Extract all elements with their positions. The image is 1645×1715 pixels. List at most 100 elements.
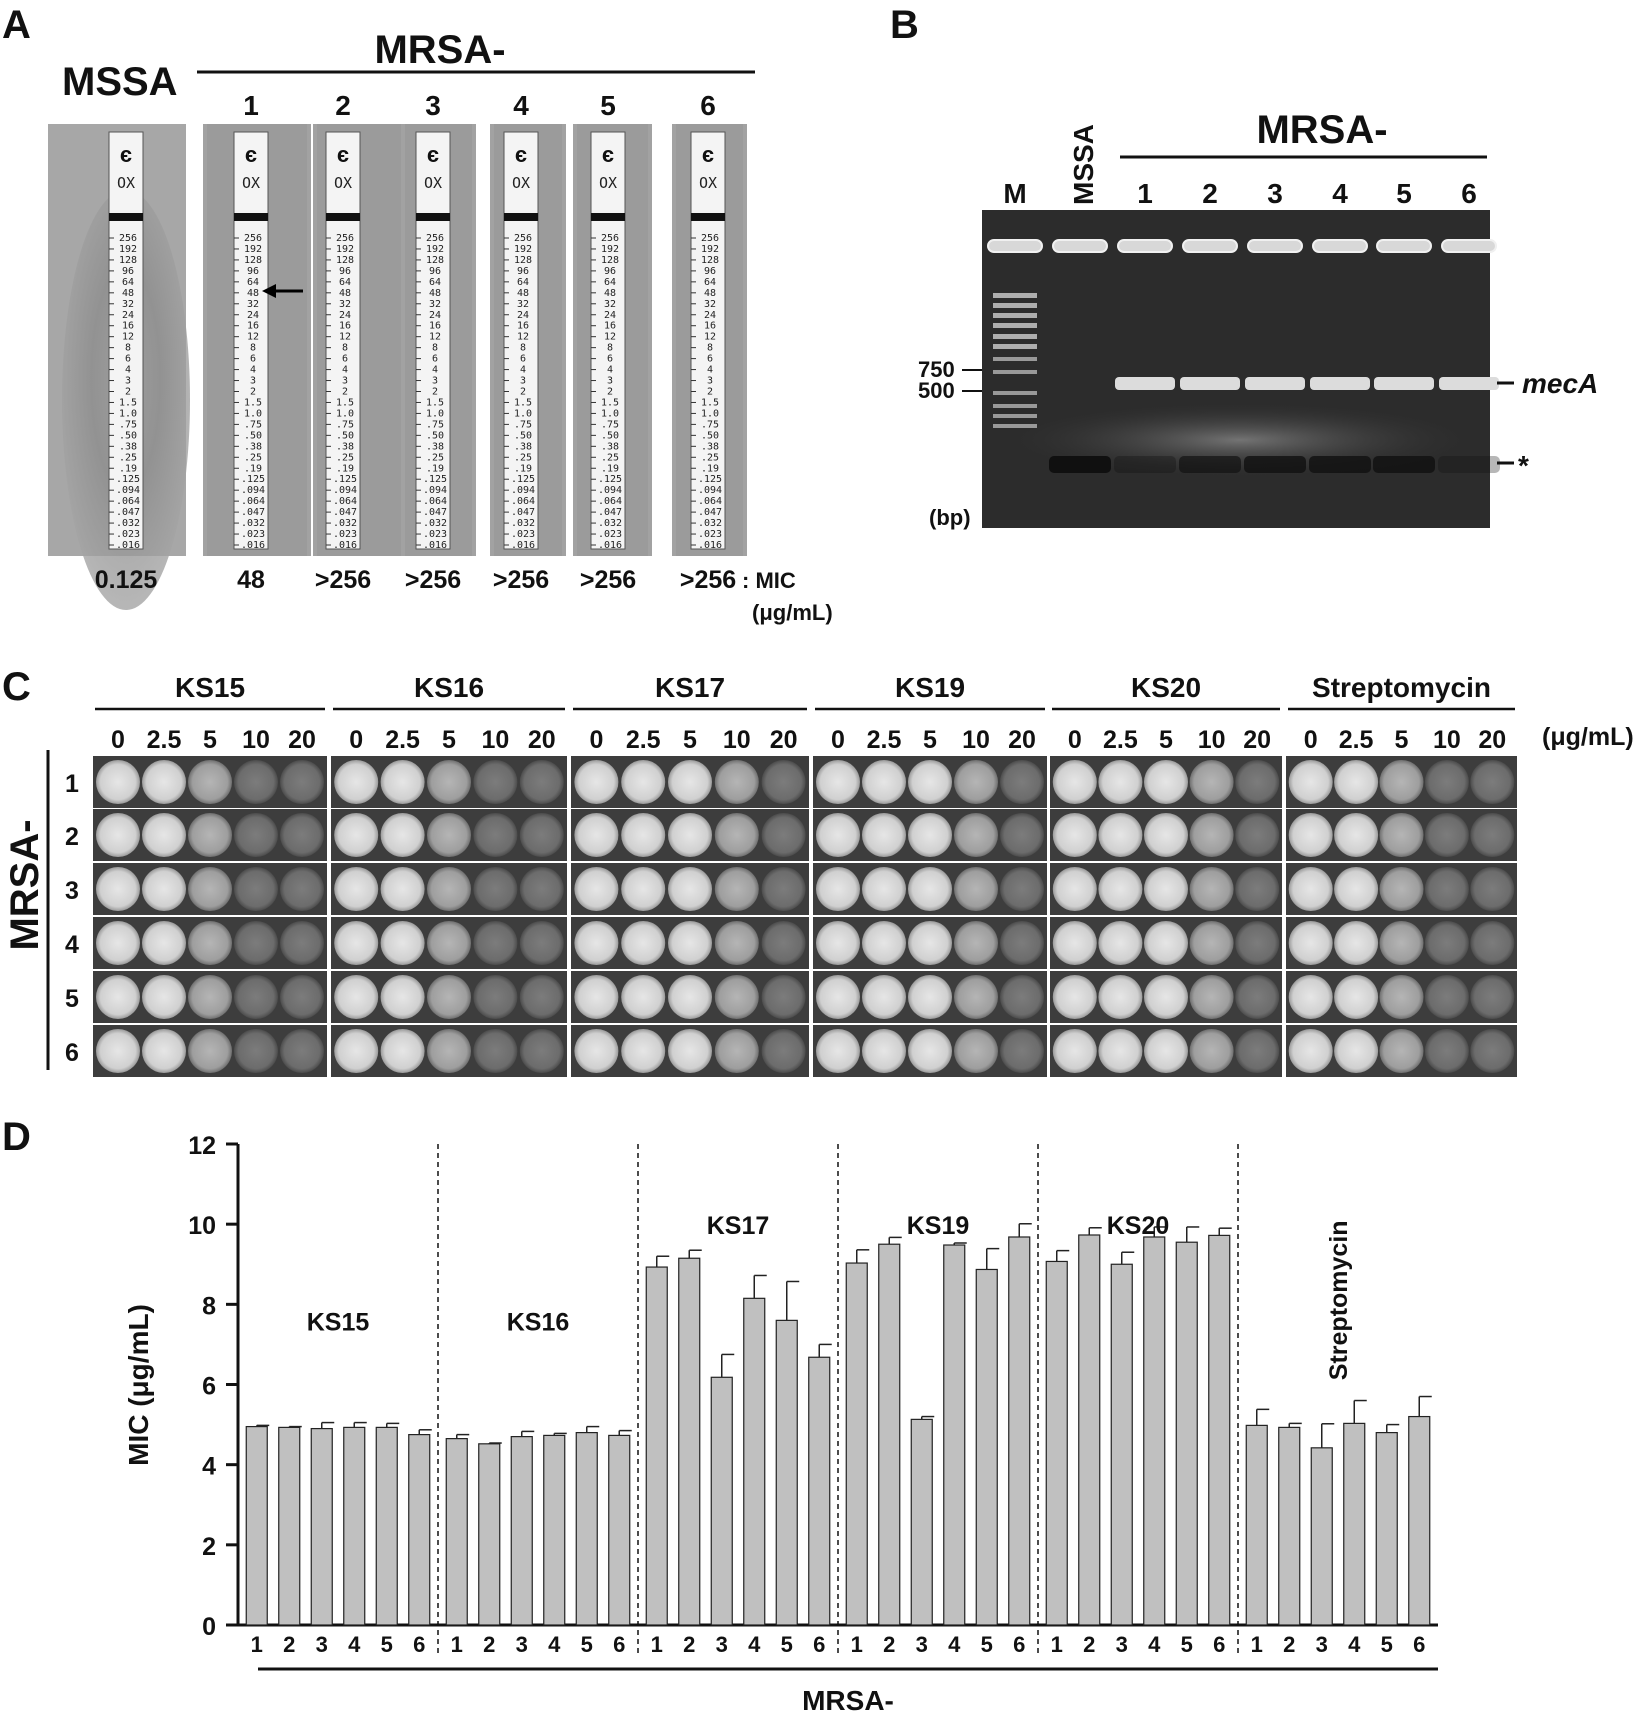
well: [714, 813, 759, 857]
compound-header-KS20: KS20: [1131, 672, 1201, 703]
mic-value-0: 0.125: [95, 566, 158, 594]
ladder-band: [993, 313, 1037, 318]
strain-number-3: 3: [425, 90, 441, 121]
strip-scale-24: 24: [704, 310, 716, 321]
strip-scale-.047: .047: [116, 507, 140, 518]
bp-label: (bp): [929, 505, 971, 530]
strip-scale-.75: .75: [119, 419, 137, 430]
well: [234, 813, 278, 857]
row-number-1: 1: [65, 770, 79, 798]
concentration-5: 5: [683, 726, 697, 754]
strip-scale-4: 4: [125, 365, 131, 376]
well: [1470, 760, 1515, 804]
strip-body: [690, 131, 726, 550]
strip-scale-16: 16: [122, 321, 134, 332]
strip-scale-24: 24: [122, 310, 134, 321]
well: [761, 1029, 806, 1073]
well: [761, 975, 806, 1019]
group-label-KS15: KS15: [307, 1308, 370, 1336]
concentration-2.5: 2.5: [147, 726, 182, 754]
x-tick-label-2: 2: [483, 1632, 495, 1657]
strip-scale-.064: .064: [241, 496, 265, 507]
well: [714, 921, 759, 965]
star-band: [1309, 456, 1371, 473]
strip-scale-32: 32: [517, 299, 529, 310]
group-label-KS17: KS17: [707, 1212, 770, 1240]
strip-scale-8: 8: [125, 343, 131, 354]
x-tick-label-3: 3: [916, 1632, 928, 1657]
strip-drug-label: OX: [599, 174, 617, 192]
strip-scale-48: 48: [339, 288, 351, 299]
strip-scale-3: 3: [520, 376, 526, 387]
strip-scale-.50: .50: [426, 430, 444, 441]
ladder-band: [993, 293, 1037, 298]
strip-scale-.047: .047: [241, 507, 265, 518]
strip-scale-16: 16: [704, 321, 716, 332]
strip-scale-.50: .50: [601, 430, 619, 441]
strip-scale-.064: .064: [698, 496, 722, 507]
well: [1334, 1029, 1379, 1073]
strip-scale-32: 32: [604, 299, 616, 310]
mic-value-3: >256: [405, 566, 461, 594]
strip-scale-128: 128: [244, 255, 262, 266]
y-tick-label-6: 6: [202, 1373, 216, 1401]
strip-scale-4: 4: [432, 365, 438, 376]
meca-band: [1245, 377, 1305, 390]
strip-scale-.125: .125: [698, 474, 722, 485]
x-tick-label-2: 2: [883, 1632, 895, 1657]
strip-scale-.125: .125: [598, 474, 622, 485]
concentration-2.5: 2.5: [1103, 726, 1138, 754]
strip-scale-.25: .25: [244, 452, 262, 463]
well: [1189, 1029, 1234, 1073]
strip-scale-3: 3: [707, 376, 713, 387]
well: [1235, 867, 1280, 911]
well: [96, 813, 140, 857]
well: [96, 975, 140, 1019]
well: [519, 975, 564, 1019]
well: [714, 975, 759, 1019]
concentration-5: 5: [1159, 726, 1173, 754]
strip-scale-24: 24: [429, 310, 441, 321]
strip-scale-.032: .032: [511, 518, 535, 529]
well: [954, 813, 998, 857]
strip-mrsa-2: єOX25619212896644832241612864321.51.0.75…: [313, 124, 418, 556]
strip-scale-64: 64: [122, 277, 134, 288]
strip-scale-.38: .38: [244, 441, 262, 452]
strip-scale-256: 256: [119, 233, 137, 244]
strip-black-band: [591, 213, 625, 221]
strain-number-1: 1: [243, 90, 259, 121]
well: [473, 1029, 518, 1073]
strip-scale-48: 48: [704, 288, 716, 299]
strip-scale-3: 3: [250, 376, 256, 387]
well: [234, 1029, 278, 1073]
well: [816, 975, 860, 1019]
row-number-5: 5: [65, 985, 79, 1013]
well: [380, 867, 425, 911]
strip-scale-8: 8: [707, 343, 713, 354]
mssa-label: MSSA: [62, 60, 178, 104]
well: [1334, 760, 1379, 804]
strip-scale-.19: .19: [701, 463, 719, 474]
strip-logo: є: [515, 142, 527, 167]
well: [380, 760, 425, 804]
strip-scale-.032: .032: [241, 518, 265, 529]
gel-well: [1182, 239, 1238, 253]
concentration-10: 10: [723, 726, 751, 754]
etest-strips: єOX25619212896644832241612864321.51.0.75…: [48, 124, 747, 610]
strip-scale-128: 128: [336, 255, 354, 266]
strip-scale-.016: .016: [511, 540, 535, 551]
strip-scale-.25: .25: [514, 452, 532, 463]
well: [1235, 760, 1280, 804]
well: [714, 1029, 759, 1073]
strip-scale-.047: .047: [511, 507, 535, 518]
ladder-band: [993, 323, 1037, 328]
strip-scale-.75: .75: [701, 419, 719, 430]
strip-logo: є: [427, 142, 439, 167]
strip-scale-192: 192: [119, 244, 137, 255]
marker-750: 750: [918, 357, 955, 382]
x-tick-label-6: 6: [1413, 1632, 1425, 1657]
strip-scale-.19: .19: [514, 463, 532, 474]
strip-scale-3: 3: [432, 376, 438, 387]
strip-scale-.094: .094: [241, 485, 265, 496]
